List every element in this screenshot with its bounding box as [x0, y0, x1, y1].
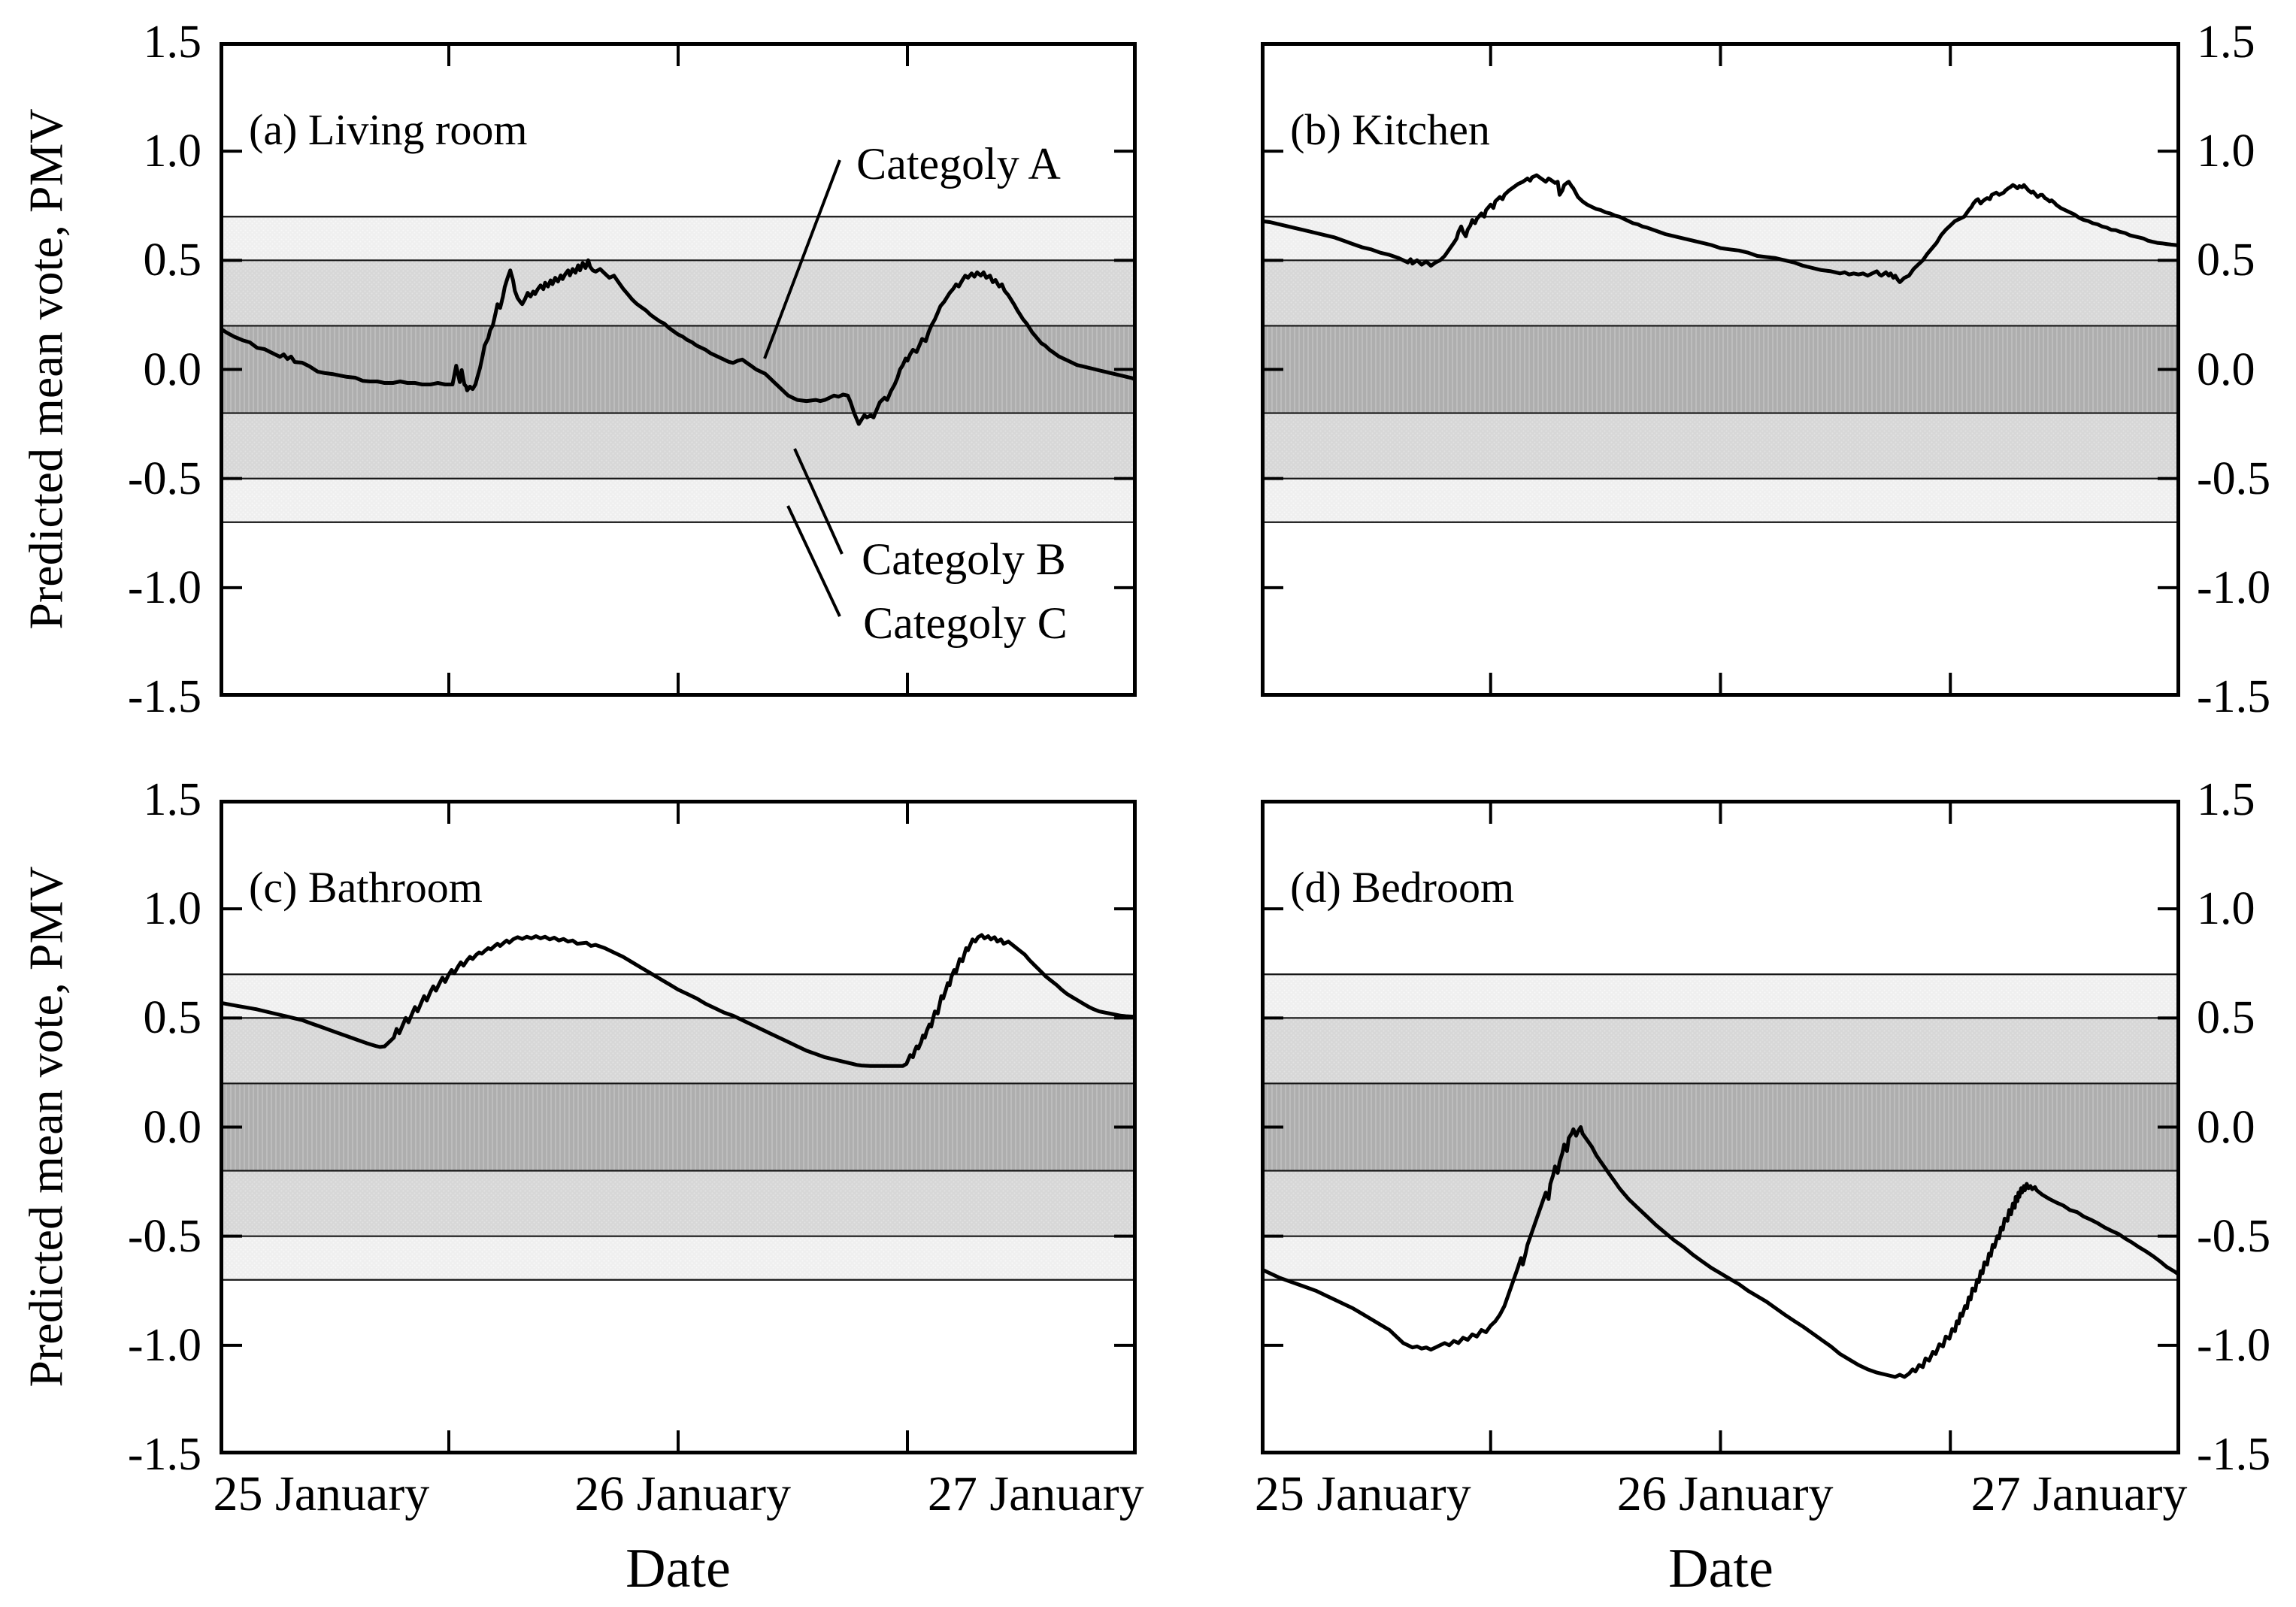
y-tick-label: 1.0 [143, 883, 202, 935]
panel-bedroom: (d) Bedroom [1261, 800, 2180, 1454]
y-tick-label: 0.0 [2197, 1101, 2255, 1153]
y-tick-label: -1.5 [127, 671, 201, 722]
y-tick-label: 1.0 [143, 126, 202, 177]
category-c-annotation: Categoly C [863, 598, 1068, 648]
x-tick-label: 27 January [927, 1466, 1144, 1521]
y-tick-label: -1.0 [2197, 561, 2271, 613]
y-tick-label: 1.5 [2197, 774, 2255, 825]
x-tick-label: 25 January [213, 1466, 430, 1521]
x-tick-label: 26 January [574, 1466, 791, 1521]
panel-title-bathroom: (c) Bathroom [249, 862, 483, 912]
y-tick-label: 1.5 [143, 774, 202, 825]
y-tick-label: 0.5 [143, 235, 202, 286]
y-tick-label: -0.5 [2197, 452, 2271, 504]
y-tick-label: 0.5 [2197, 235, 2255, 286]
plot-area-bathroom [220, 800, 1137, 1454]
x-axis-title-left: Date [625, 1538, 731, 1599]
y-tick-label: 1.5 [2197, 17, 2255, 68]
y-tick-label: 0.0 [2197, 343, 2255, 395]
y-tick-label: 1.0 [2197, 126, 2255, 177]
x-axis-title-right: Date [1668, 1538, 1773, 1599]
panel-bathroom: (c) Bathroom [220, 800, 1137, 1454]
y-tick-label: -1.5 [2197, 671, 2271, 722]
plot-area-living-room [220, 42, 1137, 697]
category-b-annotation: Categoly B [862, 534, 1066, 584]
category-a-annotation: Categoly A [856, 139, 1061, 189]
panel-kitchen: (b) Kitchen [1261, 42, 2180, 697]
x-tick-label: 27 January [1970, 1466, 2188, 1521]
plot-area-kitchen [1261, 42, 2180, 697]
x-tick-label: 25 January [1254, 1466, 1471, 1521]
y-tick-label: 1.5 [143, 17, 202, 68]
y-tick-label: -1.0 [2197, 1319, 2271, 1371]
y-tick-label: 0.0 [143, 343, 202, 395]
y-tick-label: 0.5 [2197, 992, 2255, 1044]
y-tick-label: -1.5 [2197, 1429, 2271, 1480]
y-tick-label: 0.5 [143, 992, 202, 1044]
y-tick-label: -1.5 [127, 1429, 201, 1480]
x-tick-label: 26 January [1616, 1466, 1834, 1521]
panel-title-kitchen: (b) Kitchen [1290, 104, 1490, 154]
y-tick-label: -0.5 [127, 452, 201, 504]
y-tick-label: -0.5 [127, 1210, 201, 1262]
y-tick-label: -1.0 [127, 1319, 201, 1371]
panel-title-bedroom: (d) Bedroom [1290, 862, 1515, 912]
y-tick-label: -1.0 [127, 561, 201, 613]
plot-area-bedroom [1261, 800, 2180, 1454]
panel-title-living-room: (a) Living room [249, 104, 528, 154]
y-tick-label: 0.0 [143, 1101, 202, 1153]
y-tick-label: 1.0 [2197, 883, 2255, 935]
y-tick-label: -0.5 [2197, 1210, 2271, 1262]
panel-living-room: (a) Living room Categoly A Categoly B Ca… [220, 42, 1137, 697]
